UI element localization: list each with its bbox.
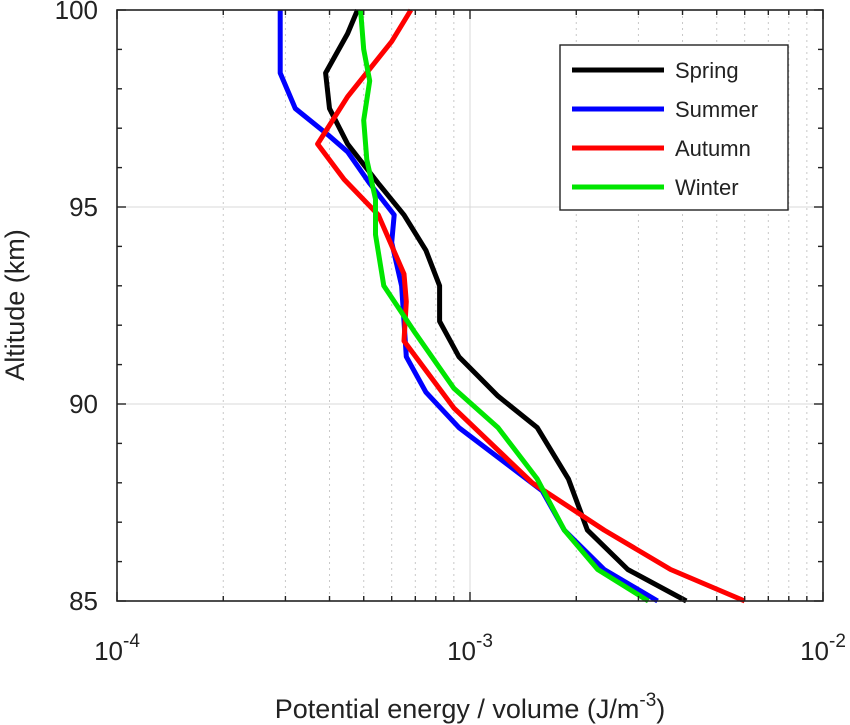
x-axis-label: Potential energy / volume (J/m-3): [275, 690, 666, 724]
series-line-spring: [323, 9, 688, 604]
x-tick-label: 10-3: [447, 631, 493, 666]
legend-label-autumn: Autumn: [675, 136, 751, 161]
legend-label-winter: Winter: [675, 175, 739, 200]
legend: Spring Summer Autumn Winter: [559, 44, 789, 211]
y-tick-label: 85: [69, 586, 98, 616]
legend-label-spring: Spring: [675, 58, 739, 83]
x-tick-label: 10-4: [94, 631, 140, 666]
y-tick-labels: 85 90 95 100: [55, 0, 98, 616]
series-lines: [277, 8, 746, 604]
series-line-winter: [358, 9, 650, 604]
y-tick-label: 95: [69, 192, 98, 222]
y-tick-label: 90: [69, 389, 98, 419]
axis-ticks: [116, 9, 824, 602]
x-tick-labels: 10-4 10-3 10-2: [94, 631, 846, 666]
y-axis-label: Altitude (km): [0, 229, 30, 381]
y-tick-label: 100: [55, 0, 98, 25]
legend-label-summer: Summer: [675, 97, 758, 122]
series-line-autumn: [315, 8, 746, 604]
x-tick-label: 10-2: [800, 631, 846, 666]
